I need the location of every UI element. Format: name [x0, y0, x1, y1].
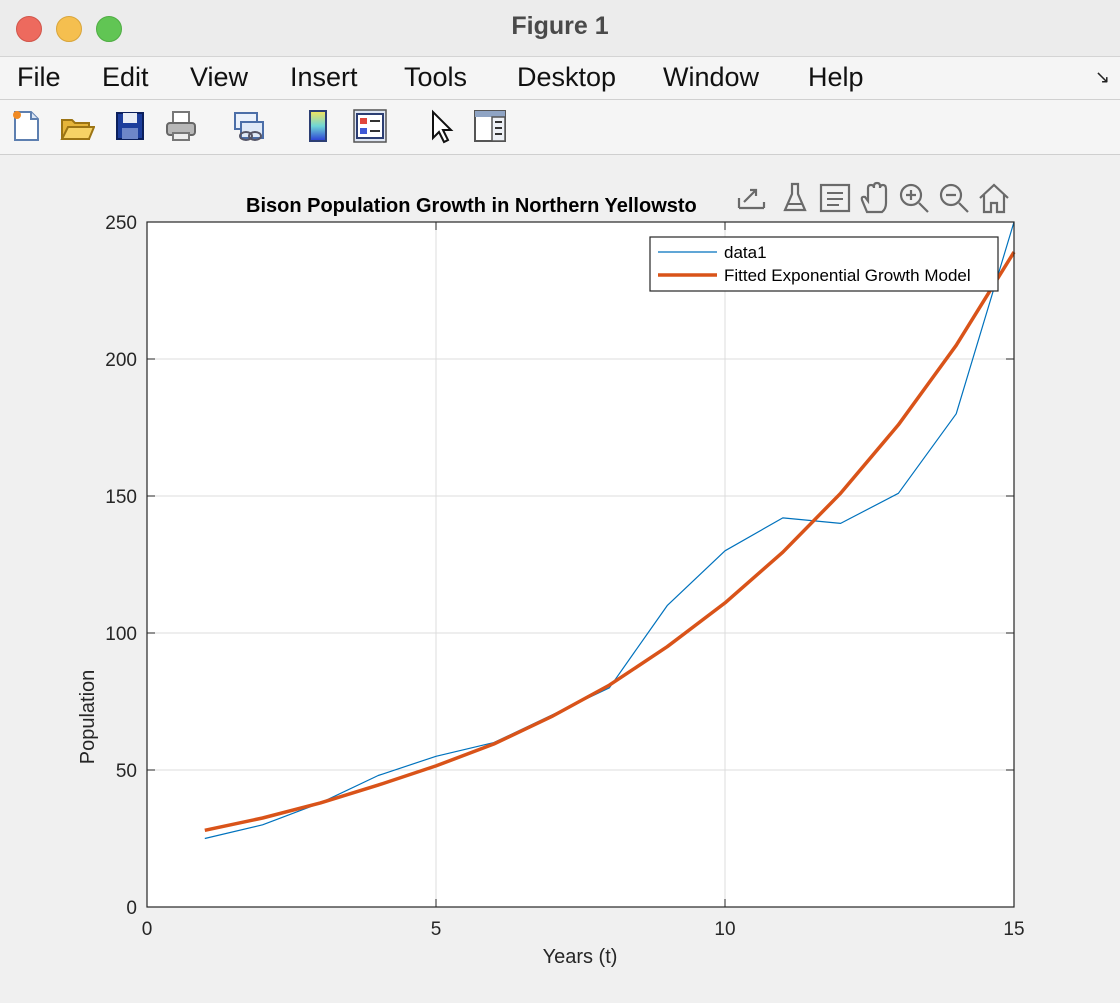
- menu-file[interactable]: File: [17, 62, 61, 92]
- minimize-window-button[interactable]: [56, 16, 82, 42]
- figure-toolbar: [0, 100, 1120, 155]
- menu-insert[interactable]: Insert: [290, 62, 358, 92]
- legend-box: [649, 236, 999, 292]
- axes-toolbar: [737, 181, 1009, 214]
- axes-box: [146, 221, 1015, 908]
- zoom-out-icon[interactable]: [939, 183, 969, 213]
- x-tick-label: 5: [431, 919, 442, 940]
- window-title: Figure 1: [511, 12, 609, 40]
- maximize-window-button[interactable]: [96, 16, 122, 42]
- chart-title: Bison Population Growth in Northern Yell…: [246, 195, 697, 217]
- legend-label-fitted-model: Fitted Exponential Growth Model: [724, 266, 971, 285]
- zoom-in-icon[interactable]: [899, 183, 929, 213]
- plot-area: 0 5 10 15 0 50 100 150 200 250 Years (t) Populati…: [0, 155, 1120, 998]
- legend[interactable]: data1 Fitted Exponential Growth Model: [649, 236, 999, 292]
- menu-edit[interactable]: Edit: [102, 62, 149, 92]
- x-tick-label: 15: [1003, 919, 1024, 940]
- x-tick-label: 0: [142, 919, 153, 940]
- dock-figure-icon[interactable]: ↘: [1094, 67, 1110, 87]
- home-icon[interactable]: [979, 183, 1009, 214]
- legend-icon[interactable]: [352, 108, 388, 144]
- y-tick-label: 50: [116, 761, 137, 782]
- y-tick-label: 0: [126, 898, 137, 919]
- pan-icon[interactable]: [860, 181, 888, 214]
- y-tick-label: 150: [105, 487, 137, 508]
- print-icon[interactable]: [163, 108, 199, 144]
- datatip-icon[interactable]: [819, 183, 851, 213]
- menu-tools[interactable]: Tools: [404, 62, 468, 92]
- y-tick-label: 100: [105, 624, 137, 645]
- y-axis-label: Population: [77, 670, 99, 765]
- new-figure-icon[interactable]: [8, 108, 44, 144]
- export-icon[interactable]: [737, 188, 766, 210]
- x-tick-label: 10: [714, 919, 735, 940]
- y-tick-label: 200: [105, 350, 137, 371]
- menu-desktop[interactable]: Desktop: [517, 62, 617, 92]
- grid-lines: [147, 222, 1014, 907]
- window-titlebar: Figure 1: [0, 0, 1120, 57]
- y-tick-label: 250: [105, 213, 137, 234]
- menu-help[interactable]: Help: [808, 62, 864, 92]
- menu-window[interactable]: Window: [663, 62, 760, 92]
- x-axis-label: Years (t): [543, 946, 618, 968]
- menu-bar: File Edit View Insert Tools Desktop Wind…: [0, 57, 1120, 100]
- close-window-button[interactable]: [16, 16, 42, 42]
- series-layer: [204, 221, 1016, 840]
- menu-view[interactable]: View: [190, 62, 249, 92]
- save-icon[interactable]: [112, 108, 148, 144]
- series-line-fitted-model[interactable]: [204, 251, 1016, 833]
- brush-icon[interactable]: [783, 182, 807, 212]
- pointer-icon[interactable]: [423, 108, 459, 144]
- link-icon[interactable]: [231, 108, 267, 144]
- open-file-icon[interactable]: [59, 108, 96, 144]
- axis-ticks: [146, 221, 1015, 908]
- colorbar-icon[interactable]: [300, 108, 336, 144]
- property-inspector-icon[interactable]: [472, 108, 508, 144]
- series-line-data1[interactable]: [204, 221, 1015, 840]
- legend-label-data1: data1: [724, 243, 767, 262]
- axes-background: [147, 222, 1014, 907]
